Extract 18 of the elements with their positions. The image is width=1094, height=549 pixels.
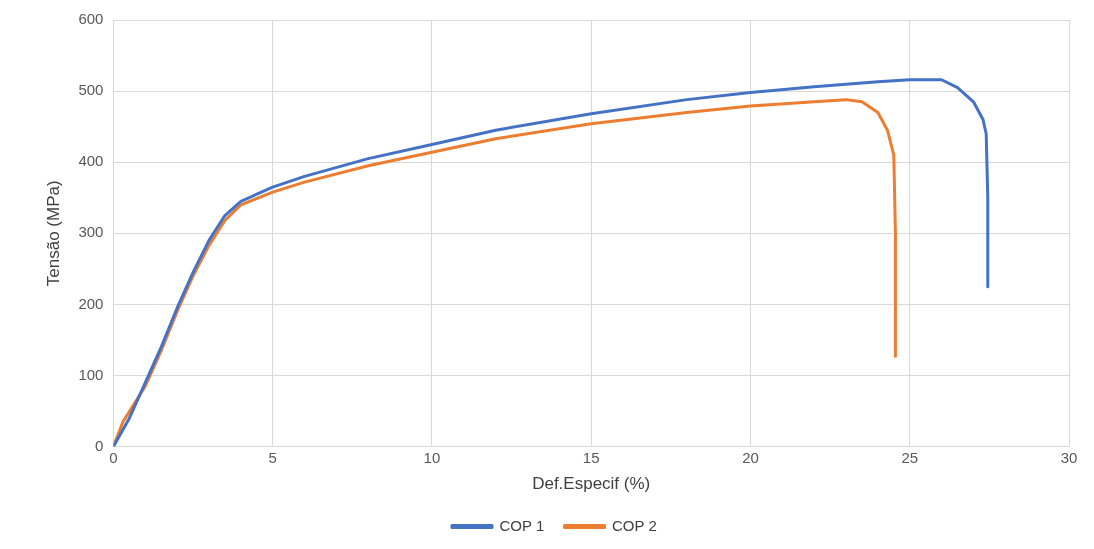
x-axis-title: Def.Especif (%) xyxy=(532,474,651,494)
x-tick-label: 25 xyxy=(901,448,919,466)
x-tick-label: 10 xyxy=(423,448,441,466)
y-tick-label: 0 xyxy=(95,436,104,454)
y-tick-label: 400 xyxy=(78,152,104,170)
y-tick-label: 200 xyxy=(78,294,104,312)
y-tick-label: 300 xyxy=(78,223,104,241)
x-tick-label: 0 xyxy=(109,448,118,466)
legend-label: COP 1 xyxy=(499,516,545,534)
x-tick-label: 15 xyxy=(582,448,600,466)
y-axis-title: Tensão (MPa) xyxy=(43,180,63,287)
x-tick-label: 5 xyxy=(268,448,277,466)
x-tick-label: 20 xyxy=(742,448,759,466)
x-tick-label: 30 xyxy=(1060,448,1078,466)
y-tick-label: 500 xyxy=(78,81,104,99)
legend-label: COP 2 xyxy=(612,516,657,534)
y-tick-label: 600 xyxy=(78,10,104,28)
y-tick-label: 100 xyxy=(78,365,104,383)
